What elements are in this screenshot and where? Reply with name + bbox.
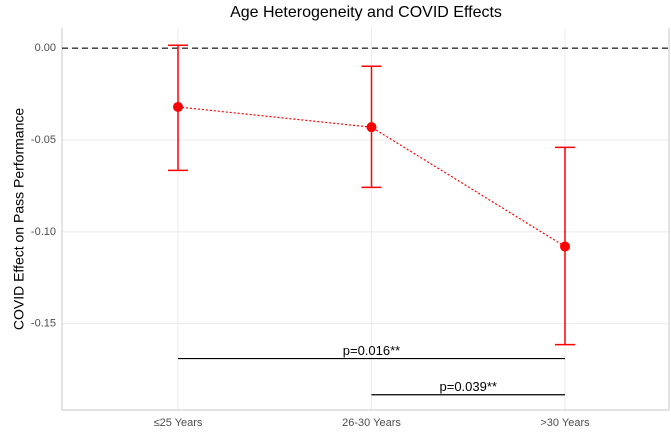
bracket-label: p=0.039**	[440, 379, 497, 394]
bracket-label: p=0.016**	[343, 343, 400, 358]
point	[366, 122, 377, 133]
x-tick-label: 26-30 Years	[342, 417, 401, 429]
x-tick-label: >30 Years	[540, 417, 590, 429]
point	[173, 101, 183, 112]
x-tick-label: ≤25 Years	[154, 417, 203, 429]
y-tick-label: 0.00	[35, 42, 56, 54]
y-axis-title: COVID Effect on Pass Performance	[11, 108, 27, 330]
y-tick-label: -0.05	[31, 134, 56, 146]
panel-border	[61, 28, 670, 411]
point	[560, 241, 570, 252]
trend-line	[177, 106, 566, 248]
chart-title: Age Heterogeneity and COVID Effects	[230, 4, 502, 21]
y-tick-label: -0.15	[31, 318, 56, 330]
y-tick-label: -0.10	[31, 226, 56, 238]
